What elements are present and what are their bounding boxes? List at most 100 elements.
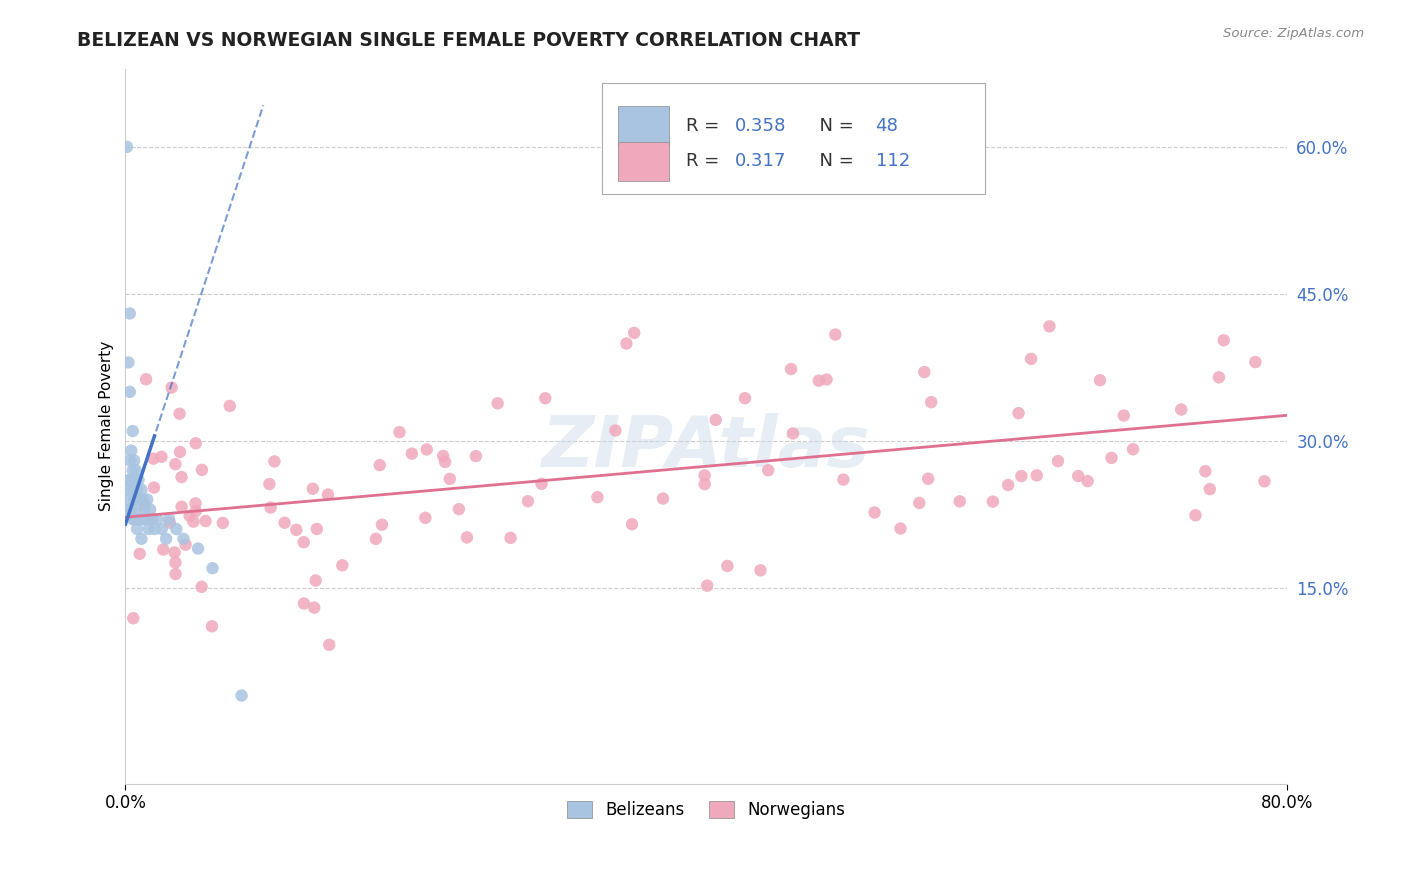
- Point: [623, 326, 645, 340]
- Text: 48: 48: [876, 117, 898, 135]
- Point: [165, 522, 187, 536]
- Point: [464, 449, 486, 463]
- Point: [416, 442, 439, 457]
- Point: [949, 494, 972, 508]
- Point: [122, 512, 145, 526]
- Point: [125, 483, 148, 497]
- Text: R =: R =: [686, 153, 725, 170]
- Point: [432, 449, 454, 463]
- Text: BELIZEAN VS NORWEGIAN SINGLE FEMALE POVERTY CORRELATION CHART: BELIZEAN VS NORWEGIAN SINGLE FEMALE POVE…: [77, 31, 860, 50]
- Point: [415, 511, 437, 525]
- Point: [368, 458, 391, 472]
- Point: [117, 473, 139, 487]
- Point: [912, 365, 935, 379]
- Point: [190, 580, 212, 594]
- Point: [756, 463, 779, 477]
- Point: [1253, 475, 1275, 489]
- Point: [131, 532, 153, 546]
- Point: [173, 532, 195, 546]
- Point: [135, 512, 157, 526]
- Point: [1101, 450, 1123, 465]
- Point: [621, 517, 644, 532]
- Point: [143, 481, 166, 495]
- Point: [815, 372, 838, 386]
- Point: [120, 443, 142, 458]
- Point: [134, 502, 156, 516]
- Point: [141, 512, 163, 526]
- Point: [152, 542, 174, 557]
- Point: [142, 451, 165, 466]
- Point: [824, 327, 846, 342]
- Text: R =: R =: [686, 117, 725, 135]
- Point: [184, 496, 207, 510]
- Point: [749, 563, 772, 577]
- Point: [997, 478, 1019, 492]
- Point: [292, 535, 315, 549]
- Point: [530, 476, 553, 491]
- Point: [128, 512, 150, 526]
- Point: [132, 492, 155, 507]
- Point: [301, 482, 323, 496]
- Point: [124, 502, 146, 516]
- Point: [165, 457, 187, 471]
- Point: [124, 473, 146, 487]
- Point: [124, 463, 146, 477]
- Point: [157, 512, 180, 526]
- Text: 0.358: 0.358: [735, 117, 786, 135]
- Point: [117, 355, 139, 369]
- Point: [704, 413, 727, 427]
- Point: [191, 463, 214, 477]
- Point: [780, 362, 803, 376]
- Point: [499, 531, 522, 545]
- Point: [134, 499, 156, 513]
- Point: [155, 532, 177, 546]
- Point: [696, 579, 718, 593]
- Point: [1112, 409, 1135, 423]
- Point: [1244, 355, 1267, 369]
- Point: [1010, 469, 1032, 483]
- Point: [616, 336, 638, 351]
- Point: [734, 391, 756, 405]
- Point: [908, 496, 931, 510]
- Point: [122, 492, 145, 507]
- Point: [122, 453, 145, 467]
- Point: [132, 512, 155, 526]
- Point: [118, 306, 141, 320]
- Point: [1212, 333, 1234, 347]
- Text: 112: 112: [876, 153, 910, 170]
- Point: [136, 492, 159, 507]
- Text: N =: N =: [808, 117, 859, 135]
- Point: [121, 424, 143, 438]
- Point: [125, 522, 148, 536]
- Point: [165, 566, 187, 581]
- Point: [652, 491, 675, 506]
- Point: [782, 426, 804, 441]
- Point: [273, 516, 295, 530]
- Point: [1038, 319, 1060, 334]
- Point: [1007, 406, 1029, 420]
- Point: [302, 600, 325, 615]
- Point: [184, 436, 207, 450]
- Point: [401, 447, 423, 461]
- Point: [143, 522, 166, 536]
- Point: [304, 574, 326, 588]
- Point: [1122, 442, 1144, 457]
- FancyBboxPatch shape: [602, 83, 984, 194]
- FancyBboxPatch shape: [617, 106, 669, 145]
- Point: [121, 483, 143, 497]
- Point: [318, 638, 340, 652]
- Point: [121, 512, 143, 526]
- Point: [118, 492, 141, 507]
- Point: [920, 395, 942, 409]
- Point: [371, 517, 394, 532]
- Point: [138, 522, 160, 536]
- Point: [981, 494, 1004, 508]
- Point: [1194, 464, 1216, 478]
- Point: [1077, 474, 1099, 488]
- Point: [364, 532, 387, 546]
- Point: [586, 490, 609, 504]
- Point: [292, 597, 315, 611]
- Text: N =: N =: [808, 153, 859, 170]
- Text: 0.317: 0.317: [735, 153, 786, 170]
- Point: [285, 523, 308, 537]
